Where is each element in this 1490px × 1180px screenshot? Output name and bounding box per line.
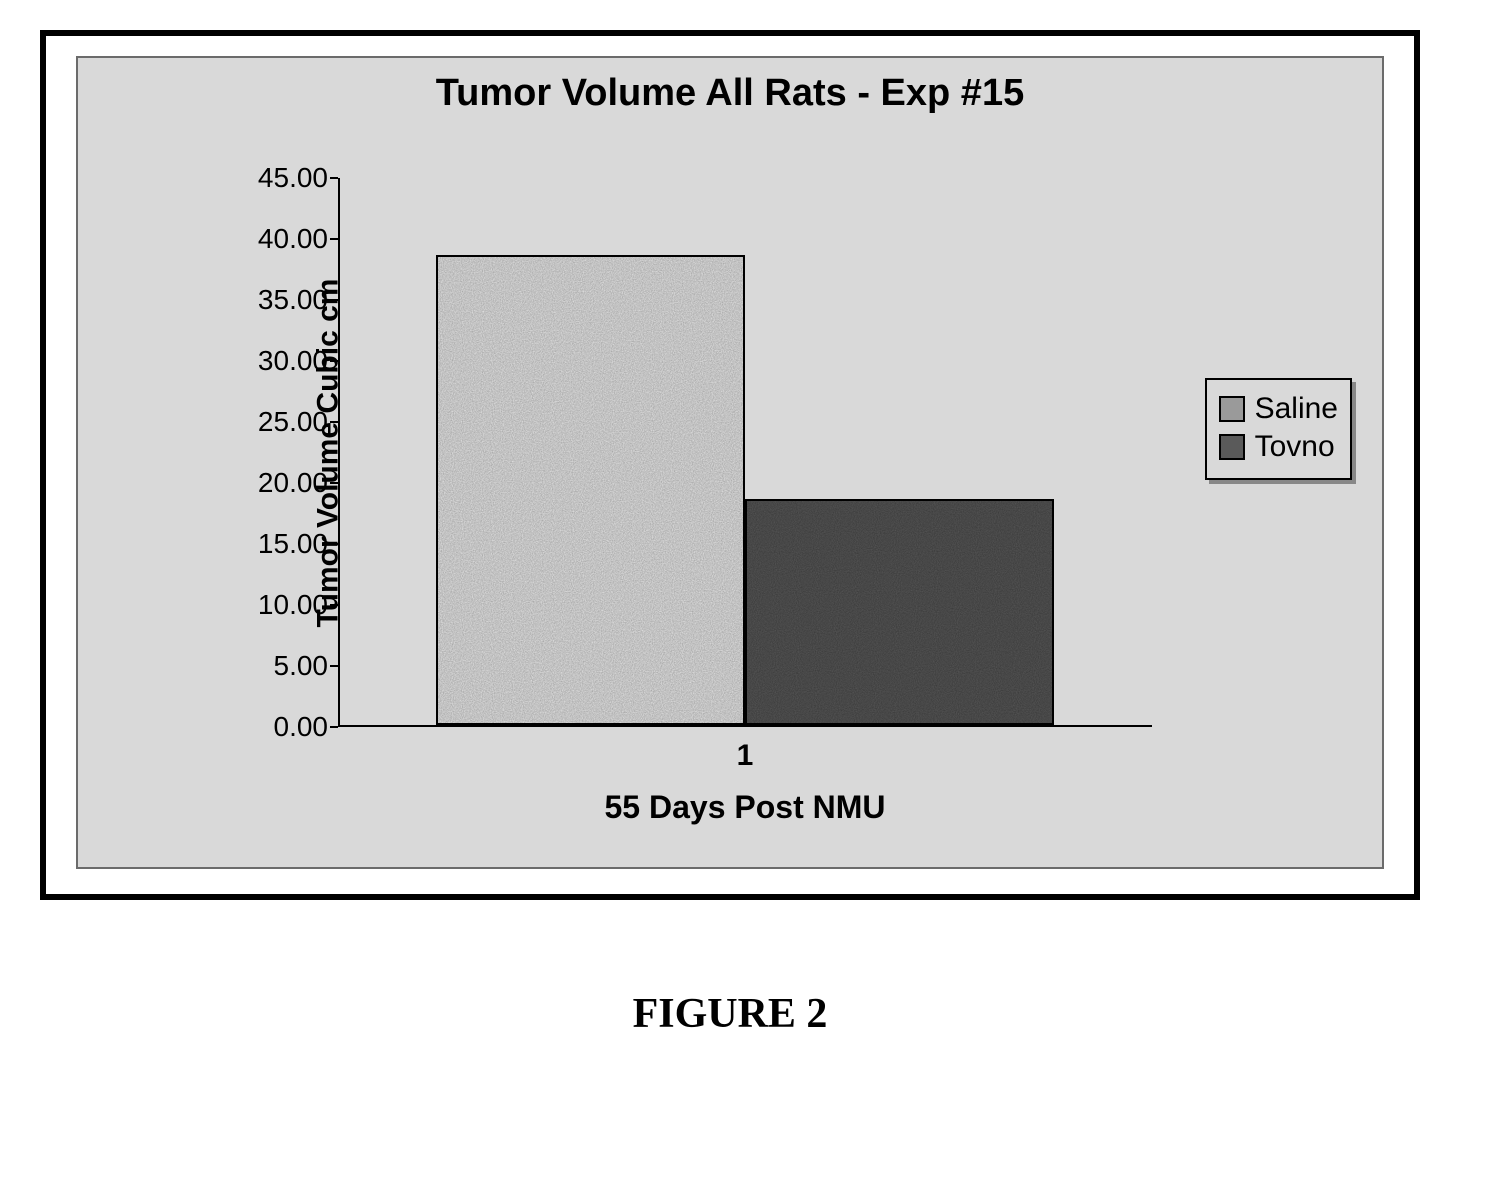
y-tick-label: 40.00: [228, 223, 328, 255]
bar-tovno: [745, 499, 1054, 725]
legend-item-saline: Saline: [1219, 392, 1338, 426]
legend-label-saline: Saline: [1255, 392, 1338, 426]
y-tick-label: 15.00: [228, 528, 328, 560]
page: Tumor Volume All Rats - Exp #15 Tumor Vo…: [0, 0, 1490, 1180]
y-tick-mark: [330, 177, 338, 179]
y-tick-label: 45.00: [228, 162, 328, 194]
outer-frame: Tumor Volume All Rats - Exp #15 Tumor Vo…: [40, 30, 1420, 900]
y-tick-label: 25.00: [228, 406, 328, 438]
bar-saline: [436, 255, 745, 725]
bars-container: [338, 178, 1152, 727]
y-tick-mark: [330, 360, 338, 362]
legend-item-tovno: Tovno: [1219, 430, 1338, 464]
plot-area: Tumor Volume Cubic cm 0.005.0010.0015.00…: [148, 178, 1152, 727]
y-tick-labels: 0.005.0010.0015.0020.0025.0030.0035.0040…: [228, 178, 328, 727]
y-tick-mark: [330, 543, 338, 545]
y-tick-label: 0.00: [228, 711, 328, 743]
legend: Saline Tovno: [1205, 378, 1352, 480]
y-tick-mark: [330, 299, 338, 301]
y-tick-mark: [330, 665, 338, 667]
chart-title: Tumor Volume All Rats - Exp #15: [78, 72, 1382, 115]
x-category-label: 1: [338, 739, 1152, 773]
y-tick-mark: [330, 604, 338, 606]
legend-swatch-saline: [1219, 396, 1245, 422]
chart-panel: Tumor Volume All Rats - Exp #15 Tumor Vo…: [76, 56, 1384, 869]
y-tick-label: 10.00: [228, 589, 328, 621]
axis-box: 0.005.0010.0015.0020.0025.0030.0035.0040…: [338, 178, 1152, 727]
figure-caption: FIGURE 2: [40, 990, 1420, 1038]
legend-label-tovno: Tovno: [1255, 430, 1335, 464]
y-tick-mark: [330, 421, 338, 423]
y-tick-label: 35.00: [228, 284, 328, 316]
y-tick-label: 30.00: [228, 345, 328, 377]
x-axis-label: 55 Days Post NMU: [338, 789, 1152, 826]
y-tick-label: 20.00: [228, 467, 328, 499]
y-tick-mark: [330, 726, 338, 728]
y-tick-mark: [330, 238, 338, 240]
y-tick-label: 5.00: [228, 650, 328, 682]
legend-swatch-tovno: [1219, 434, 1245, 460]
y-tick-mark: [330, 482, 338, 484]
